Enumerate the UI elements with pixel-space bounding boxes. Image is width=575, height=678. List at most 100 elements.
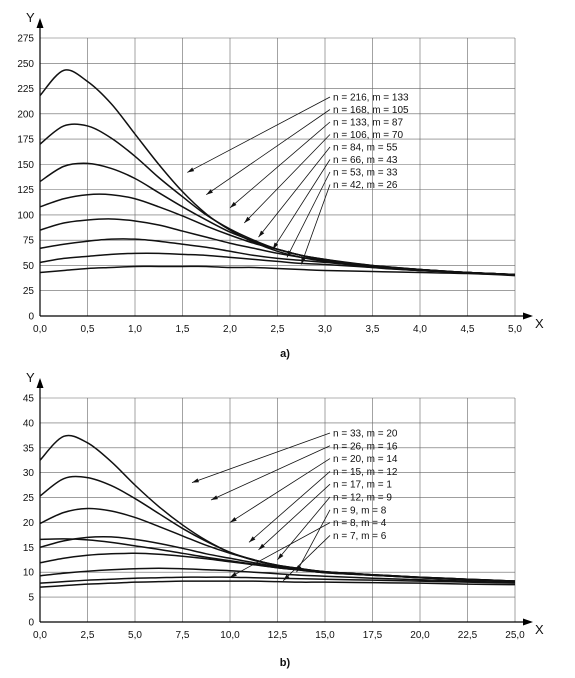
leader-line bbox=[258, 146, 331, 238]
chart-a: 0,0 0,5 1,0 1,5 2,0 2,5 3,0 3,5 4,0 4,5 5,0 0 25 50 75… bbox=[17, 10, 544, 360]
y-tick-label: 5 bbox=[28, 593, 34, 604]
leader-arrowhead bbox=[230, 201, 237, 208]
leader-line bbox=[248, 471, 331, 543]
leader-line bbox=[286, 171, 331, 258]
series-line bbox=[39, 580, 516, 588]
x-tick-label: 2,5 bbox=[81, 630, 95, 641]
series-label: n = 42, m = 26 bbox=[333, 180, 398, 191]
leader-arrowhead bbox=[249, 536, 256, 543]
x-tick-label: 3,0 bbox=[318, 324, 332, 335]
series-label: n = 7, m = 6 bbox=[333, 531, 387, 542]
chart-caption: a) bbox=[280, 348, 290, 360]
y-tick-label: 30 bbox=[23, 468, 35, 479]
x-tick-label: 0,0 bbox=[33, 324, 47, 335]
leader-arrowhead bbox=[287, 250, 292, 258]
x-tick-label: 4,0 bbox=[413, 324, 427, 335]
series-line bbox=[39, 252, 516, 276]
series-line bbox=[39, 552, 516, 583]
series-label: n = 15, m = 12 bbox=[333, 467, 398, 478]
y-tick-label: 50 bbox=[23, 261, 35, 272]
series-label: n = 20, m = 14 bbox=[333, 454, 398, 465]
y-tick-label: 15 bbox=[23, 543, 35, 554]
leader-line bbox=[229, 458, 331, 523]
y-tick-label: 200 bbox=[17, 109, 34, 120]
leader-arrowhead bbox=[301, 257, 306, 265]
y-tick-label: 275 bbox=[17, 34, 34, 45]
y-tick-label: 0 bbox=[28, 312, 34, 323]
chart-caption: b) bbox=[280, 657, 291, 669]
x-tick-label: 7,5 bbox=[176, 630, 190, 641]
x-tick-label: 4,5 bbox=[461, 324, 475, 335]
x-tick-label: 17,5 bbox=[363, 630, 383, 641]
leader-arrowhead bbox=[244, 216, 251, 223]
y-tick-label: 75 bbox=[23, 236, 35, 247]
leader-arrowhead bbox=[277, 553, 284, 560]
x-tick-label: 20,0 bbox=[410, 630, 430, 641]
y-tick-label: 250 bbox=[17, 59, 34, 70]
series-line bbox=[39, 265, 516, 277]
leader-arrowhead bbox=[230, 572, 237, 578]
series-label: n = 106, m = 70 bbox=[333, 130, 403, 141]
y-tick-label: 225 bbox=[17, 84, 34, 95]
y-tick-label: 175 bbox=[17, 135, 34, 146]
y-axis-arrow bbox=[36, 18, 44, 28]
y-axis-arrow bbox=[36, 378, 44, 388]
series-label: n = 33, m = 20 bbox=[333, 429, 398, 440]
leader-line bbox=[272, 159, 331, 250]
leader-line bbox=[296, 509, 331, 573]
y-tick-label: 150 bbox=[17, 160, 34, 171]
leader-arrowhead bbox=[258, 543, 265, 550]
x-axis-label: X bbox=[535, 316, 544, 331]
y-axis-label: Y bbox=[26, 370, 35, 385]
leader-line bbox=[206, 109, 331, 196]
x-tick-label: 1,5 bbox=[176, 324, 190, 335]
x-tick-label: 22,5 bbox=[458, 630, 478, 641]
series-label: n = 8, m = 4 bbox=[333, 518, 387, 529]
leader-arrowhead bbox=[283, 574, 290, 581]
x-tick-label: 3,5 bbox=[366, 324, 380, 335]
leader-line bbox=[210, 445, 331, 501]
series-label: n = 168, m = 105 bbox=[333, 105, 409, 116]
series-label: n = 133, m = 87 bbox=[333, 118, 403, 129]
leader-line bbox=[282, 535, 331, 581]
x-tick-label: 15,0 bbox=[315, 630, 335, 641]
leader-arrowhead bbox=[192, 478, 199, 483]
y-tick-label: 40 bbox=[23, 418, 35, 429]
series-label: n = 17, m = 1 bbox=[333, 480, 392, 491]
x-tick-label: 0,0 bbox=[33, 630, 47, 641]
series-label: n = 9, m = 8 bbox=[333, 505, 387, 516]
y-tick-label: 100 bbox=[17, 210, 34, 221]
series-label: n = 84, m = 55 bbox=[333, 143, 398, 154]
leader-line bbox=[229, 522, 331, 578]
y-tick-label: 35 bbox=[23, 443, 35, 454]
y-tick-label: 45 bbox=[23, 394, 35, 405]
y-tick-label: 0 bbox=[28, 618, 34, 629]
y-axis-label: Y bbox=[26, 10, 35, 25]
series-label: n = 216, m = 133 bbox=[333, 93, 409, 104]
x-axis-arrow bbox=[523, 312, 533, 320]
x-tick-label: 5,0 bbox=[128, 630, 142, 641]
series-label: n = 12, m = 9 bbox=[333, 493, 392, 504]
leader-line bbox=[300, 184, 331, 265]
x-tick-label: 2,5 bbox=[271, 324, 285, 335]
leader-arrowhead bbox=[258, 230, 265, 238]
leader-arrowhead bbox=[206, 189, 213, 195]
x-tick-label: 2,0 bbox=[223, 324, 237, 335]
y-tick-label: 10 bbox=[23, 568, 35, 579]
leader-line bbox=[258, 483, 331, 551]
series-label: n = 66, m = 43 bbox=[333, 155, 398, 166]
x-tick-label: 0,5 bbox=[81, 324, 95, 335]
leader-arrowhead bbox=[187, 167, 195, 173]
x-tick-label: 25,0 bbox=[505, 630, 525, 641]
leader-line bbox=[187, 96, 331, 173]
x-axis-label: X bbox=[535, 622, 544, 637]
series-label: n = 53, m = 33 bbox=[333, 168, 398, 179]
y-tick-label: 125 bbox=[17, 185, 34, 196]
series-line bbox=[39, 238, 516, 276]
y-tick-label: 25 bbox=[23, 493, 35, 504]
leader-line bbox=[229, 121, 331, 209]
series-line bbox=[39, 567, 516, 584]
leader-arrowhead bbox=[272, 242, 279, 250]
y-tick-label: 20 bbox=[23, 518, 35, 529]
